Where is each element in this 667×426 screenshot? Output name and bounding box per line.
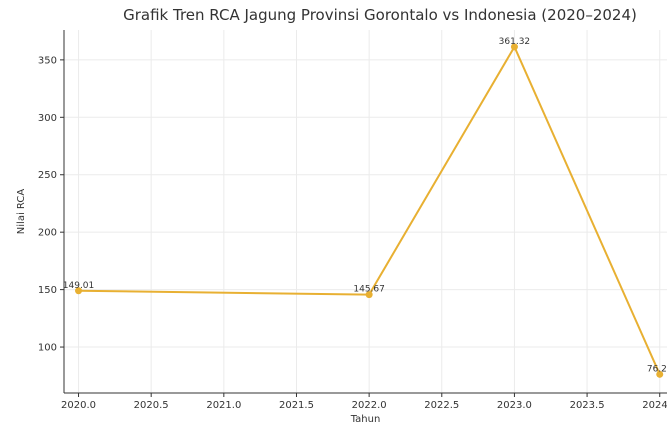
x-tick-label: 2023.0: [497, 400, 532, 411]
data-labels: 149.01 145.67 361.32 76.25: [63, 37, 667, 374]
y-tick-label: 200: [38, 228, 57, 239]
data-label: 149.01: [63, 281, 95, 291]
y-tick-label: 150: [38, 285, 57, 296]
data-label: 76.25: [647, 364, 667, 374]
x-ticks: 2020.0 2020.5 2021.0 2021.5 2022.0 2022.5 2023…: [61, 393, 667, 411]
x-tick-label: 2022.5: [424, 400, 459, 411]
series-layer: [75, 43, 664, 378]
data-point: [365, 291, 373, 299]
x-tick-label: 2023.5: [570, 400, 605, 411]
x-tick-label: 2020.0: [61, 400, 96, 411]
chart-title: Grafik Tren RCA Jagung Provinsi Gorontal…: [123, 6, 637, 24]
x-tick-label: 2020.5: [134, 400, 169, 411]
x-tick-label: 2021.5: [279, 400, 314, 411]
x-axis-label: Tahun: [350, 414, 381, 425]
x-tick-label: 2022.0: [352, 400, 387, 411]
grid-lines: [64, 30, 667, 393]
y-axis-label: Nilai RCA: [16, 189, 27, 235]
y-tick-label: 250: [38, 170, 57, 181]
data-label: 145.67: [353, 285, 385, 295]
y-tick-label: 300: [38, 113, 57, 124]
data-label: 361.32: [499, 37, 531, 47]
y-ticks: 100 150 200 250 300 350: [38, 55, 64, 354]
x-tick-label: 2021.0: [206, 400, 241, 411]
axes: [63, 30, 667, 394]
y-tick-label: 350: [38, 55, 57, 66]
y-tick-label: 100: [38, 343, 57, 354]
x-tick-label: 2024.0: [642, 400, 667, 411]
data-point: [510, 43, 518, 51]
series-line: [78, 44, 661, 375]
data-point: [656, 370, 664, 378]
data-point: [75, 287, 83, 295]
